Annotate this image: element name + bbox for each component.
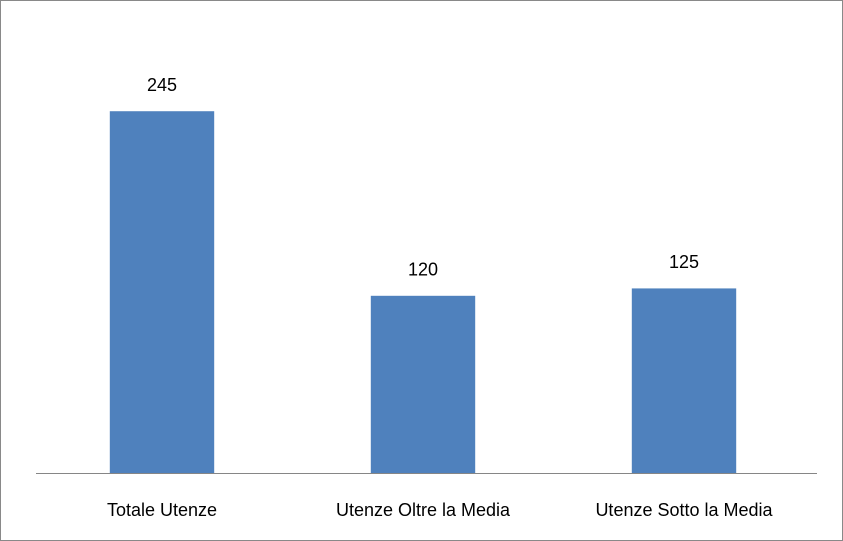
x-tick-label: Utenze Sotto la Media [595,500,773,520]
bar [631,288,737,473]
x-tick-label: Utenze Oltre la Media [336,500,511,520]
bar [109,111,215,473]
data-label: 120 [408,260,438,280]
data-label: 245 [147,75,177,95]
bar [370,295,476,473]
data-label: 125 [669,252,699,272]
x-tick-label: Totale Utenze [107,500,217,520]
